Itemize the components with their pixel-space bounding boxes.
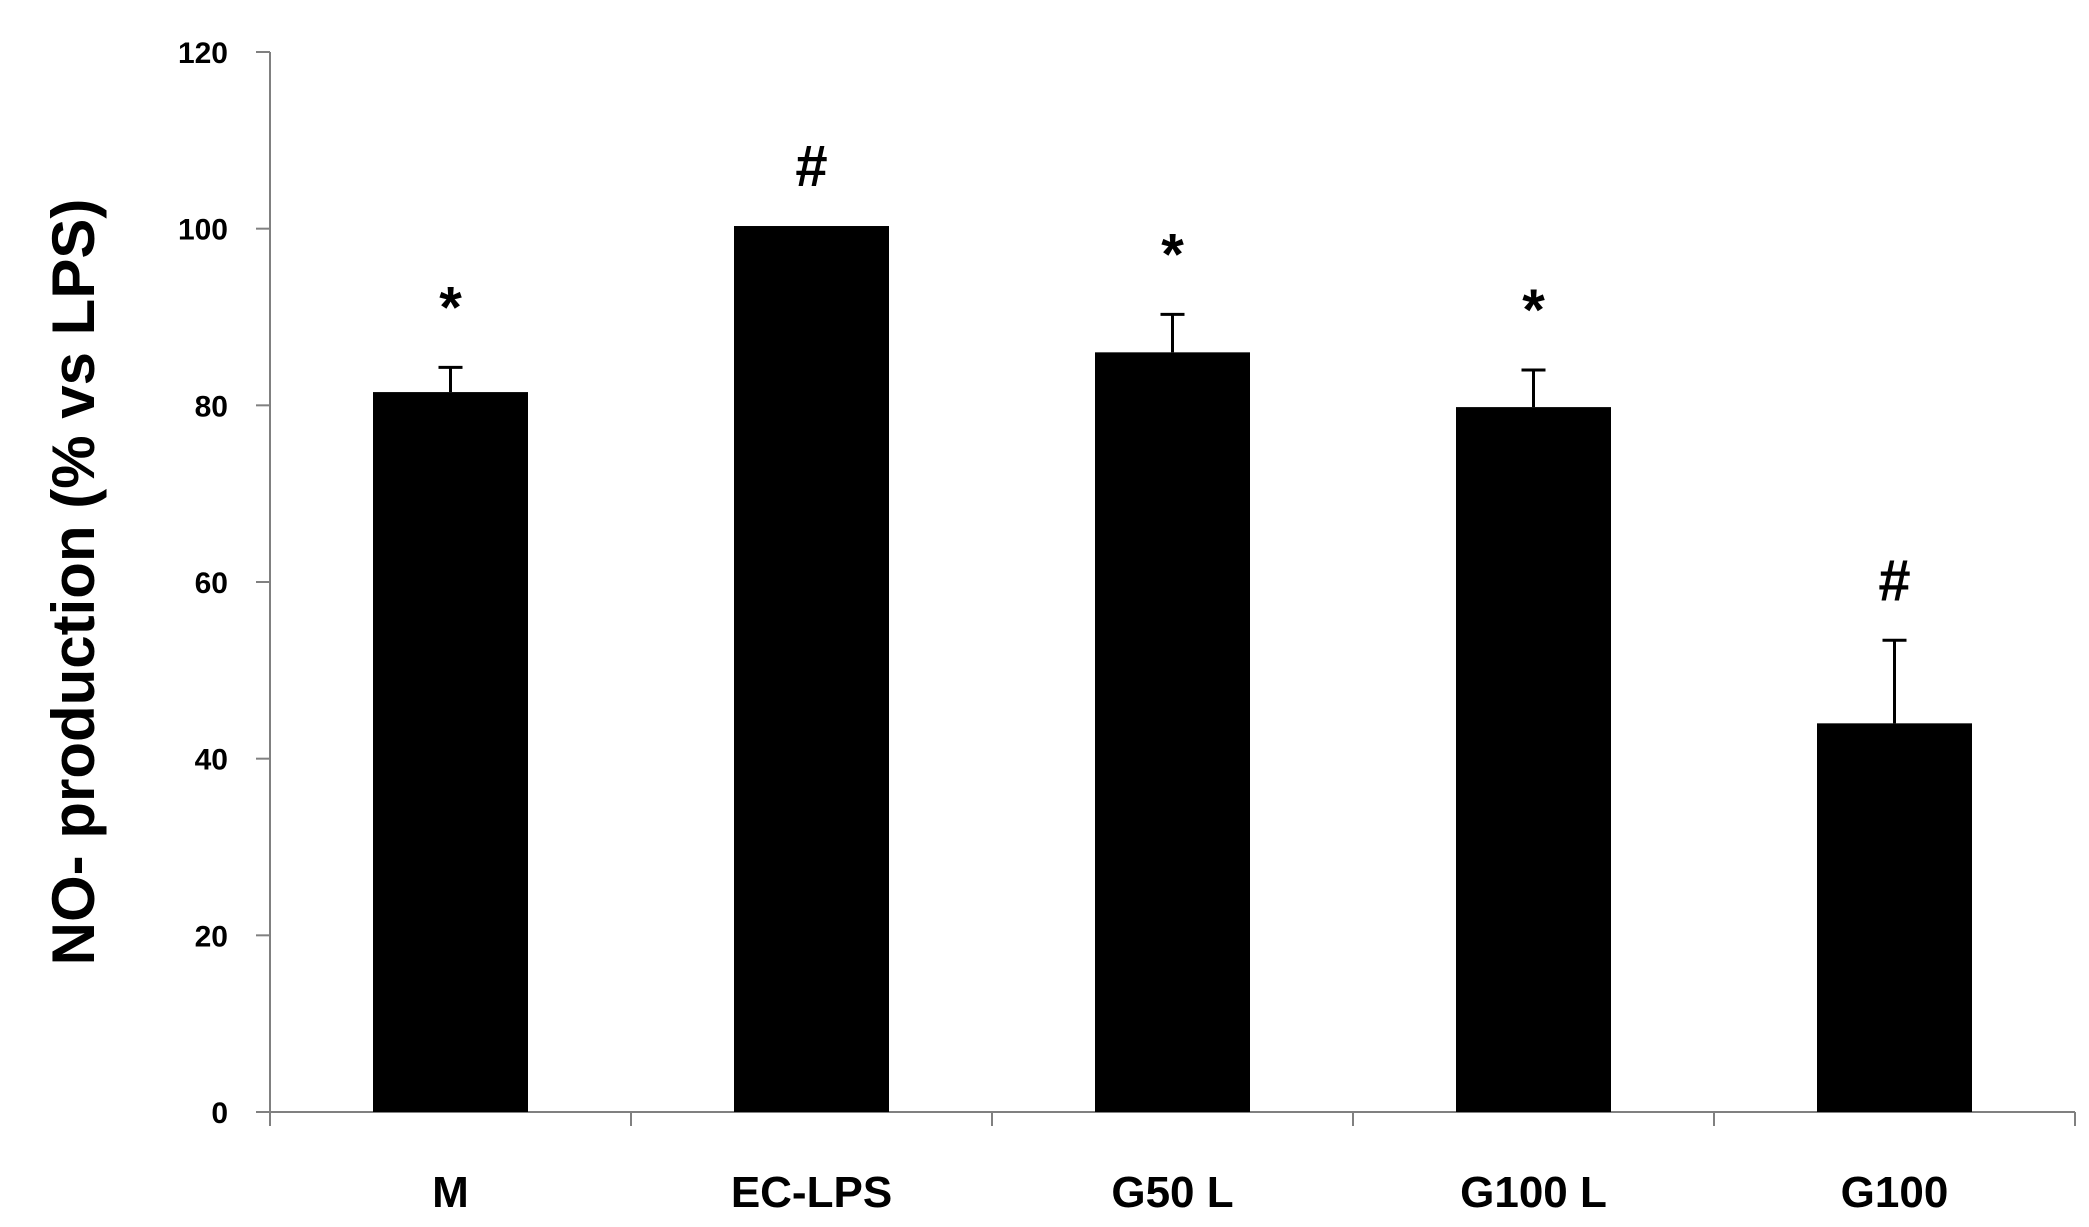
y-tick-label: 80: [195, 390, 228, 423]
significance-label: #: [1878, 548, 1910, 613]
significance-label: *: [439, 275, 462, 340]
bar: [373, 392, 528, 1112]
category-label: G50 L: [1111, 1168, 1233, 1217]
y-tick-label: 60: [195, 567, 228, 600]
y-tick-label: 120: [178, 37, 228, 70]
category-label: EC-LPS: [731, 1168, 892, 1217]
error-bars: [438, 312, 1907, 724]
significance-label: #: [795, 134, 827, 199]
y-axis-ticks: 0 20 40 60 80 100 120: [178, 37, 270, 1130]
category-label: G100: [1841, 1168, 1949, 1217]
y-tick-label: 20: [195, 920, 228, 953]
category-label: G100 L: [1460, 1168, 1607, 1217]
significance-marks: * # * * #: [439, 134, 1910, 613]
category-label: M: [432, 1168, 469, 1217]
y-tick-label: 100: [178, 214, 228, 247]
y-axis-title: NO- production (% vs LPS): [40, 199, 107, 966]
y-tick-label: 0: [211, 1097, 228, 1130]
x-axis-ticks: [269, 1112, 2076, 1126]
significance-label: *: [1161, 222, 1184, 287]
significance-label: *: [1522, 278, 1545, 343]
bar: [1817, 723, 1972, 1112]
bar: [1095, 352, 1250, 1112]
bar: [734, 226, 889, 1112]
y-tick-label: 40: [195, 744, 228, 777]
category-labels: M EC-LPS G50 L G100 L G100: [432, 1168, 1948, 1217]
bar: [1456, 407, 1611, 1113]
bars: [373, 226, 1972, 1113]
